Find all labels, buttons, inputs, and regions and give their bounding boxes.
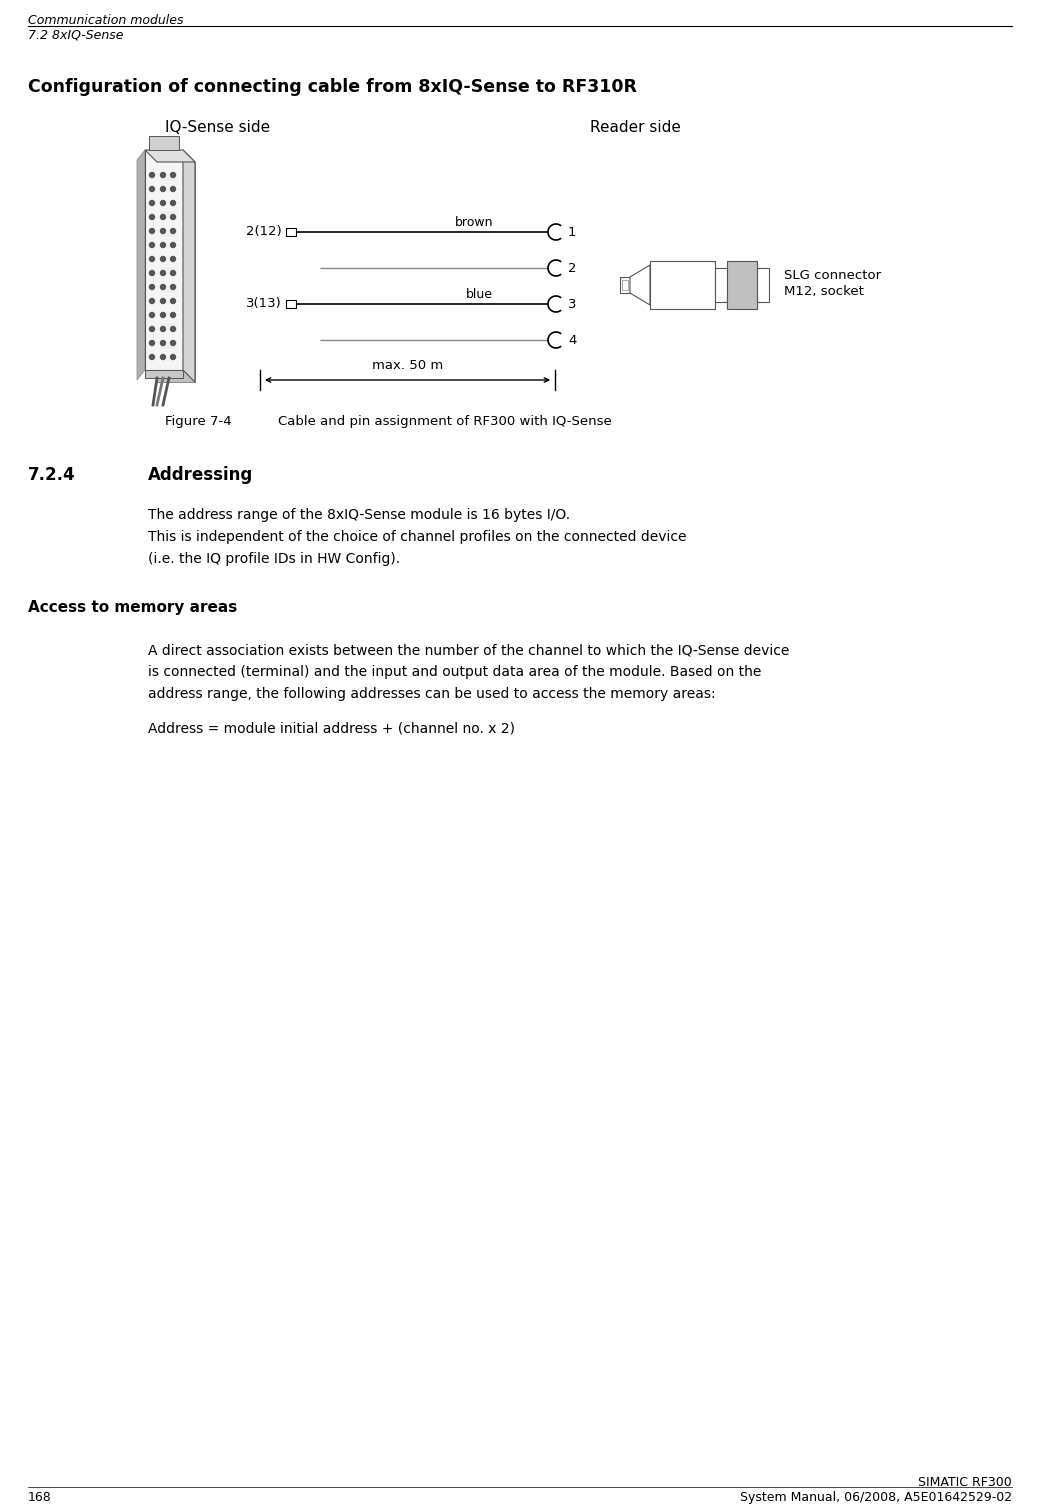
Circle shape <box>150 257 155 261</box>
Circle shape <box>150 243 155 247</box>
Circle shape <box>171 270 176 276</box>
Polygon shape <box>183 149 196 382</box>
Circle shape <box>160 187 165 192</box>
Text: Access to memory areas: Access to memory areas <box>28 601 237 616</box>
Circle shape <box>150 285 155 290</box>
Text: IQ-Sense side: IQ-Sense side <box>165 121 270 134</box>
Circle shape <box>160 257 165 261</box>
Text: Figure 7-4: Figure 7-4 <box>165 415 232 429</box>
Circle shape <box>171 187 176 192</box>
Text: Address = module initial address + (channel no. x 2): Address = module initial address + (chan… <box>148 721 515 736</box>
Text: 7.2.4: 7.2.4 <box>28 466 76 484</box>
Circle shape <box>150 326 155 332</box>
Circle shape <box>160 341 165 346</box>
Circle shape <box>160 201 165 205</box>
Circle shape <box>171 285 176 290</box>
Text: 3(13): 3(13) <box>246 297 282 311</box>
Text: M12, socket: M12, socket <box>784 285 864 297</box>
Text: 168: 168 <box>28 1491 52 1504</box>
Bar <box>757 269 769 302</box>
Circle shape <box>150 228 155 234</box>
Text: max. 50 m: max. 50 m <box>372 359 443 373</box>
Circle shape <box>171 341 176 346</box>
Text: 1: 1 <box>568 226 576 240</box>
Text: A direct association exists between the number of the channel to which the IQ-Se: A direct association exists between the … <box>148 643 789 656</box>
Circle shape <box>160 285 165 290</box>
Bar <box>149 136 179 149</box>
Circle shape <box>150 312 155 317</box>
Bar <box>286 228 296 235</box>
Circle shape <box>160 243 165 247</box>
Circle shape <box>171 326 176 332</box>
Text: Configuration of connecting cable from 8xIQ-Sense to RF310R: Configuration of connecting cable from 8… <box>28 78 636 97</box>
Text: Addressing: Addressing <box>148 466 254 484</box>
Circle shape <box>160 355 165 359</box>
Circle shape <box>150 172 155 178</box>
Text: Cable and pin assignment of RF300 with IQ-Sense: Cable and pin assignment of RF300 with I… <box>278 415 612 429</box>
Text: This is independent of the choice of channel profiles on the connected device: This is independent of the choice of cha… <box>148 530 686 545</box>
Bar <box>622 281 628 290</box>
Polygon shape <box>630 266 650 305</box>
Text: Communication modules: Communication modules <box>28 14 183 27</box>
Text: System Manual, 06/2008, A5E01642529-02: System Manual, 06/2008, A5E01642529-02 <box>739 1491 1012 1504</box>
Text: The address range of the 8xIQ-Sense module is 16 bytes I/O.: The address range of the 8xIQ-Sense modu… <box>148 509 570 522</box>
Text: 7.2 8xIQ-Sense: 7.2 8xIQ-Sense <box>28 29 124 42</box>
Circle shape <box>150 341 155 346</box>
Text: is connected (terminal) and the input and output data area of the module. Based : is connected (terminal) and the input an… <box>148 665 761 679</box>
Circle shape <box>160 172 165 178</box>
Circle shape <box>160 228 165 234</box>
Text: SLG connector: SLG connector <box>784 269 881 282</box>
Bar <box>650 261 716 309</box>
Circle shape <box>171 299 176 303</box>
Text: SIMATIC RF300: SIMATIC RF300 <box>918 1476 1012 1489</box>
Circle shape <box>171 312 176 317</box>
Text: 2: 2 <box>568 263 576 276</box>
Circle shape <box>160 312 165 317</box>
Circle shape <box>171 172 176 178</box>
Circle shape <box>160 299 165 303</box>
Circle shape <box>150 299 155 303</box>
Circle shape <box>171 243 176 247</box>
Polygon shape <box>145 370 183 377</box>
Text: 4: 4 <box>568 335 576 347</box>
Text: Reader side: Reader side <box>590 121 681 134</box>
Circle shape <box>150 270 155 276</box>
Bar <box>716 269 727 302</box>
Circle shape <box>150 201 155 205</box>
Circle shape <box>171 201 176 205</box>
Text: address range, the following addresses can be used to access the memory areas:: address range, the following addresses c… <box>148 687 716 702</box>
Bar <box>620 278 630 293</box>
Text: blue: blue <box>466 288 493 300</box>
Circle shape <box>171 257 176 261</box>
Bar <box>286 300 296 308</box>
Circle shape <box>171 214 176 219</box>
Polygon shape <box>145 149 183 370</box>
Circle shape <box>150 214 155 219</box>
Text: 3: 3 <box>568 299 576 311</box>
Circle shape <box>171 228 176 234</box>
Circle shape <box>171 355 176 359</box>
Circle shape <box>160 326 165 332</box>
Bar <box>727 261 757 309</box>
Polygon shape <box>145 149 196 161</box>
Circle shape <box>150 355 155 359</box>
Polygon shape <box>137 149 145 380</box>
Circle shape <box>160 270 165 276</box>
Text: brown: brown <box>454 216 493 229</box>
Text: 2(12): 2(12) <box>246 225 282 238</box>
Circle shape <box>150 187 155 192</box>
Text: (i.e. the IQ profile IDs in HW Config).: (i.e. the IQ profile IDs in HW Config). <box>148 552 400 566</box>
Circle shape <box>160 214 165 219</box>
Polygon shape <box>157 161 196 382</box>
